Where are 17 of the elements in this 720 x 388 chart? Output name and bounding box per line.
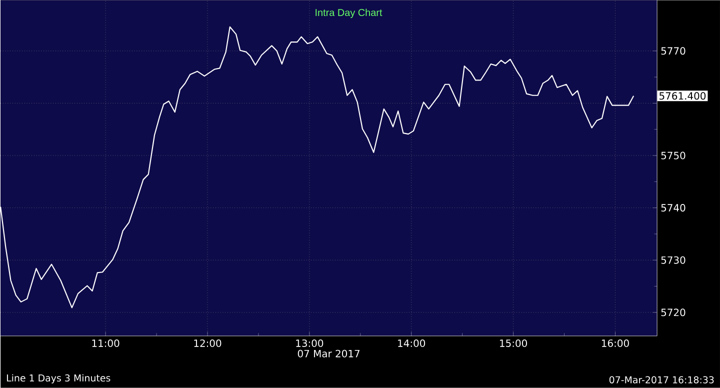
x-tick-label: 15:00 <box>500 339 527 348</box>
y-tick-label: 5750 <box>661 152 686 160</box>
x-tick-label: 14:00 <box>398 339 426 348</box>
text: Intra Day Chart <box>316 8 382 18</box>
text: 5761.400 <box>660 92 706 100</box>
x-tick-label: 12:00 <box>194 339 222 348</box>
line-series <box>0 26 634 308</box>
y-tick-label: 5770 <box>661 47 686 55</box>
y-tick-label: 5730 <box>661 256 686 264</box>
text: Line 1 Days 3 Minutes <box>6 374 110 384</box>
text: 07-Mar-2017 16:18:33 <box>609 376 714 384</box>
y-tick-label: 5720 <box>661 308 686 316</box>
x-tick-label: 11:00 <box>92 339 120 348</box>
x-tick-label: 13:00 <box>296 339 324 348</box>
y-tick-label: 5740 <box>661 204 686 212</box>
x-axis-title: 07 Mar 2017 <box>298 350 360 358</box>
x-tick-label: 16:00 <box>602 339 629 348</box>
